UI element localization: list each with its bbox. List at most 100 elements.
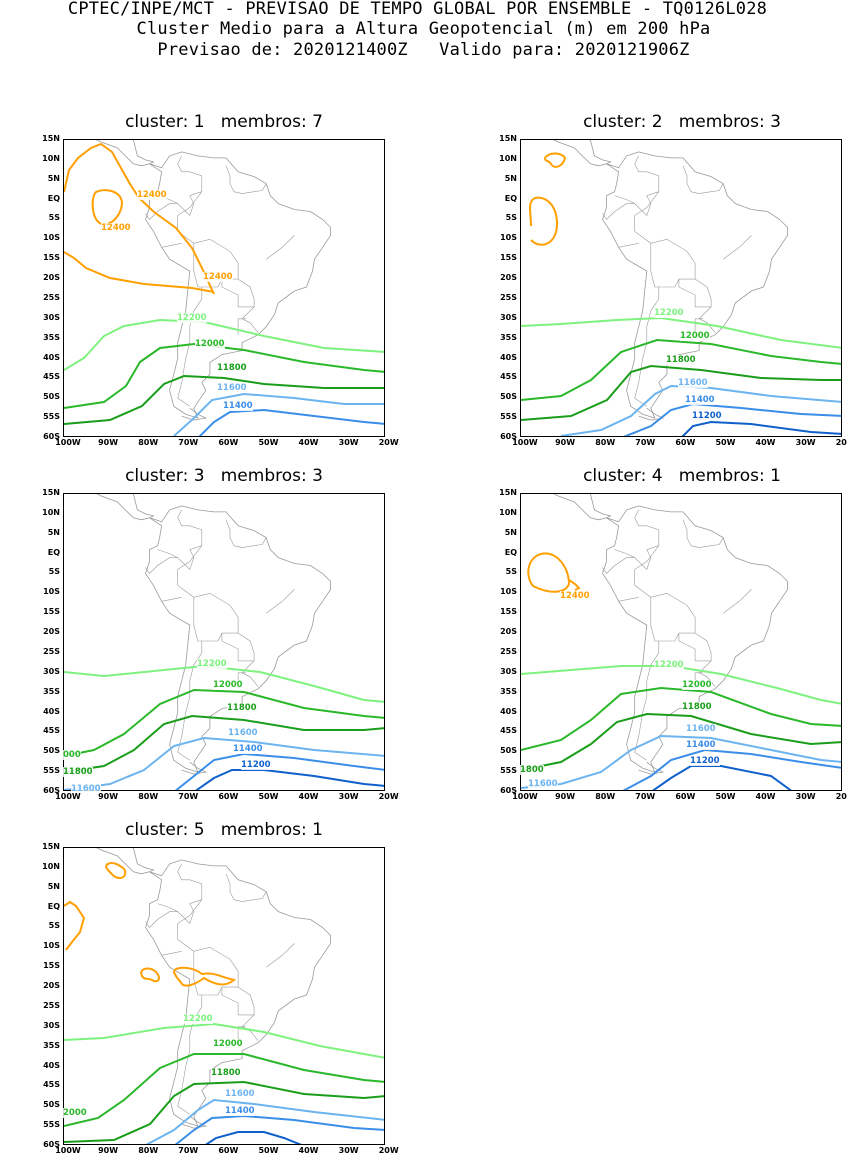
latitude-label: 5N xyxy=(504,173,517,183)
longitude-label: 80W xyxy=(595,792,616,801)
contour-line xyxy=(198,408,384,436)
country-border xyxy=(177,545,255,653)
latitude-label: EQ xyxy=(47,193,60,203)
latitude-label: 40S xyxy=(500,352,517,362)
country-border xyxy=(634,191,712,299)
contour-line xyxy=(64,1080,384,1143)
longitude-label: 40W xyxy=(755,438,776,447)
longitude-label: 20W xyxy=(835,438,847,447)
contour-line xyxy=(145,1098,384,1144)
contour-line xyxy=(529,196,559,246)
latitude-label: 5N xyxy=(47,173,60,183)
map-panel xyxy=(63,493,385,791)
contour-label: 12000 xyxy=(213,680,243,690)
contour-label: 12400 xyxy=(137,190,167,200)
country-border xyxy=(177,155,203,192)
country-border xyxy=(177,641,203,761)
contour-line xyxy=(521,665,841,705)
country-border xyxy=(193,597,239,642)
contour-line xyxy=(521,364,841,421)
country-border xyxy=(698,306,716,333)
contour-label: 12000 xyxy=(213,1039,243,1049)
latitude-label: 15N xyxy=(499,134,517,143)
longitude-label: 100W xyxy=(55,792,81,801)
map-panel xyxy=(63,847,385,1145)
contour-label: 12200 xyxy=(183,1014,213,1024)
latitude-label: 15N xyxy=(42,134,60,143)
latitude-label: 55S xyxy=(500,412,517,422)
country-border xyxy=(694,318,704,335)
latitude-label: 25S xyxy=(500,646,517,656)
contour-line xyxy=(64,142,215,295)
latitude-label: 25S xyxy=(43,292,60,302)
contour-line xyxy=(543,152,567,168)
longitude-label: 40W xyxy=(298,438,319,447)
longitude-label: 60W xyxy=(675,438,696,447)
country-border xyxy=(157,899,202,925)
contour-line xyxy=(64,714,384,773)
country-border xyxy=(266,235,295,260)
country-border xyxy=(723,589,752,614)
longitude-label: 70W xyxy=(178,792,199,801)
contour-label: 12200 xyxy=(654,660,684,670)
contour-line xyxy=(560,384,841,436)
country-border xyxy=(634,545,712,653)
contour-label: 11400 xyxy=(233,744,263,754)
coastline xyxy=(96,140,155,167)
longitude-label: 40W xyxy=(755,792,776,801)
latitude-label: 10S xyxy=(43,233,60,243)
longitude-label: 100W xyxy=(55,438,81,447)
latitude-label: 30S xyxy=(43,666,60,676)
panel-title: cluster: 1 membros: 7 xyxy=(125,112,323,132)
coastline xyxy=(181,761,208,775)
latitude-label: 10S xyxy=(43,587,60,597)
contour-label: 11400 xyxy=(223,401,253,411)
country-border xyxy=(678,279,712,308)
contour-line xyxy=(64,1053,384,1127)
latitude-label: 5S xyxy=(48,921,60,931)
country-border xyxy=(602,203,635,220)
latitude-label: 15S xyxy=(500,253,517,263)
country-border xyxy=(177,899,255,1007)
country-border xyxy=(161,951,182,956)
longitude-label: 20W xyxy=(378,438,399,447)
longitude-label: 20W xyxy=(378,792,399,801)
latitude-label: 60S xyxy=(500,432,517,441)
latitude-label: 60S xyxy=(43,432,60,441)
country-border xyxy=(225,873,267,902)
map-panel xyxy=(520,493,842,791)
latitude-label: 15N xyxy=(499,488,517,497)
latitude-label: 45S xyxy=(500,372,517,382)
coastline xyxy=(553,494,612,521)
country-border xyxy=(145,203,178,220)
contour-label: 12200 xyxy=(177,313,207,323)
country-border xyxy=(618,597,639,602)
latitude-label: 15N xyxy=(42,488,60,497)
latitude-label: 10N xyxy=(499,153,517,163)
country-border xyxy=(161,243,182,248)
contour-label: 11600 xyxy=(217,383,247,393)
country-border xyxy=(177,863,203,900)
contour-line xyxy=(521,712,841,771)
latitude-label: 10S xyxy=(500,587,517,597)
longitude-label: 50W xyxy=(258,792,279,801)
contour-label: 11600 xyxy=(71,784,101,794)
latitude-label: 5N xyxy=(47,527,60,537)
country-border xyxy=(634,509,660,546)
contour-line xyxy=(521,686,841,751)
contour-label: 11400 xyxy=(685,395,715,405)
longitude-label: 60W xyxy=(675,792,696,801)
latitude-label: 20S xyxy=(43,273,60,283)
longitude-label: 70W xyxy=(178,1146,199,1155)
latitude-label: 35S xyxy=(500,332,517,342)
longitude-label: 100W xyxy=(55,1146,81,1155)
country-border xyxy=(723,235,752,260)
longitude-label: 30W xyxy=(795,792,816,801)
contour-label: 12400 xyxy=(203,272,233,282)
latitude-label: 50S xyxy=(500,392,517,402)
latitude-label: 10N xyxy=(42,153,60,163)
country-border xyxy=(177,191,255,299)
coastline xyxy=(553,140,612,167)
latitude-label: 15S xyxy=(43,607,60,617)
latitude-label: 5S xyxy=(48,567,60,577)
